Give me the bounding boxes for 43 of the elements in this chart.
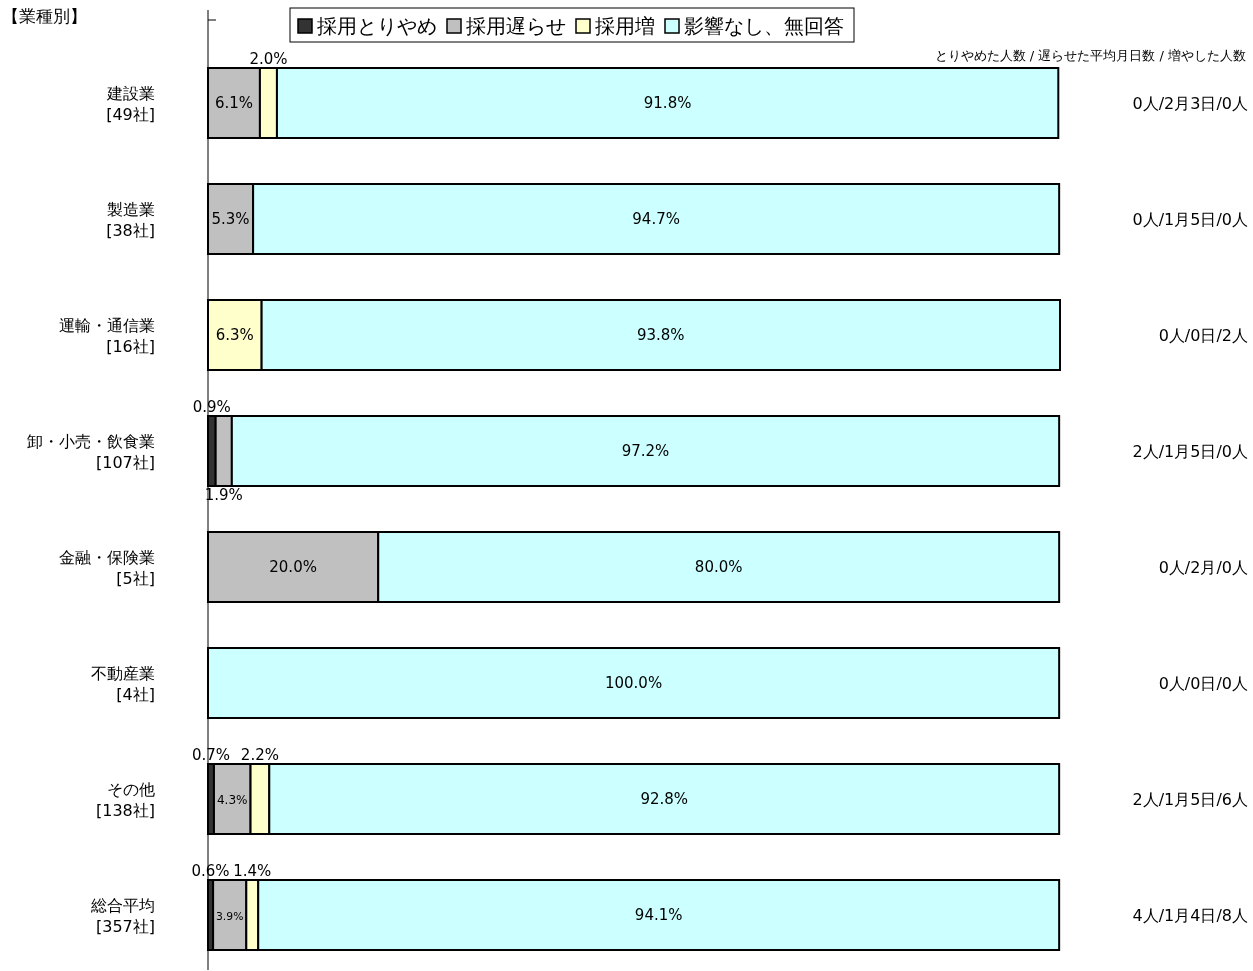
legend-label: 採用遅らせ bbox=[466, 14, 566, 38]
y-tick-label: 建設業 [49社] bbox=[106, 84, 155, 124]
data-label: 6.1% bbox=[214, 94, 254, 112]
data-label: 2.0% bbox=[249, 50, 288, 68]
data-label: 1.4% bbox=[233, 862, 272, 880]
text: 0人/2月/0人 bbox=[1158, 558, 1248, 577]
text: 【業種別】 bbox=[2, 6, 87, 26]
data-label: 3.9% bbox=[215, 910, 244, 923]
text: 2人/1月5日/0人 bbox=[1132, 442, 1248, 461]
text: 4人/1月4日/8人 bbox=[1132, 906, 1248, 925]
y-tick-label: 総合平均 [357社] bbox=[90, 896, 155, 936]
data-label: 6.3% bbox=[215, 326, 254, 344]
data-label: 0.7% bbox=[191, 746, 231, 764]
legend-label: 採用増 bbox=[595, 14, 655, 38]
data-label: 94.7% bbox=[632, 210, 680, 228]
y-tick-label: 運輸・通信業 [16社] bbox=[59, 316, 155, 356]
data-label: 1.9% bbox=[204, 486, 243, 504]
text: 2人/1月5日/6人 bbox=[1132, 790, 1248, 809]
y-tick-label: 卸・小売・飲食業 [107社] bbox=[27, 432, 155, 472]
text: 0人/2月3日/0人 bbox=[1132, 94, 1248, 113]
data-label: 20.0% bbox=[269, 558, 317, 576]
data-label: 2.2% bbox=[240, 746, 279, 764]
data-label: 0.9% bbox=[192, 398, 231, 416]
data-label: 5.3% bbox=[211, 210, 250, 228]
legend-label: 影響なし、無回答 bbox=[684, 14, 844, 38]
y-tick-label: その他 [138社] bbox=[95, 780, 155, 820]
data-label: 97.2% bbox=[621, 442, 670, 460]
data-label: 0.6% bbox=[191, 862, 230, 880]
legend-label: 採用とりやめ bbox=[317, 14, 437, 38]
y-tick-label: 製造業 [38社] bbox=[106, 200, 155, 240]
data-label: 94.1% bbox=[634, 906, 683, 924]
text: 0人/1月5日/0人 bbox=[1132, 210, 1248, 229]
data-label: 100.0% bbox=[604, 674, 663, 692]
annotation: とりやめた人数 / 遅らせた平均月日数 / 増やした人数 bbox=[934, 48, 1246, 63]
data-label: 4.3% bbox=[216, 793, 248, 807]
data-label: 92.8% bbox=[640, 790, 689, 808]
text: 0人/0日/2人 bbox=[1158, 326, 1248, 345]
data-label: 80.0% bbox=[694, 558, 743, 576]
data-label: 91.8% bbox=[643, 94, 692, 112]
y-tick-label: 金融・保険業 [5社] bbox=[59, 548, 155, 588]
text: 0人/0日/0人 bbox=[1158, 674, 1248, 693]
y-tick-label: 不動産業 [4社] bbox=[91, 664, 155, 704]
data-label: 93.8% bbox=[636, 326, 685, 344]
